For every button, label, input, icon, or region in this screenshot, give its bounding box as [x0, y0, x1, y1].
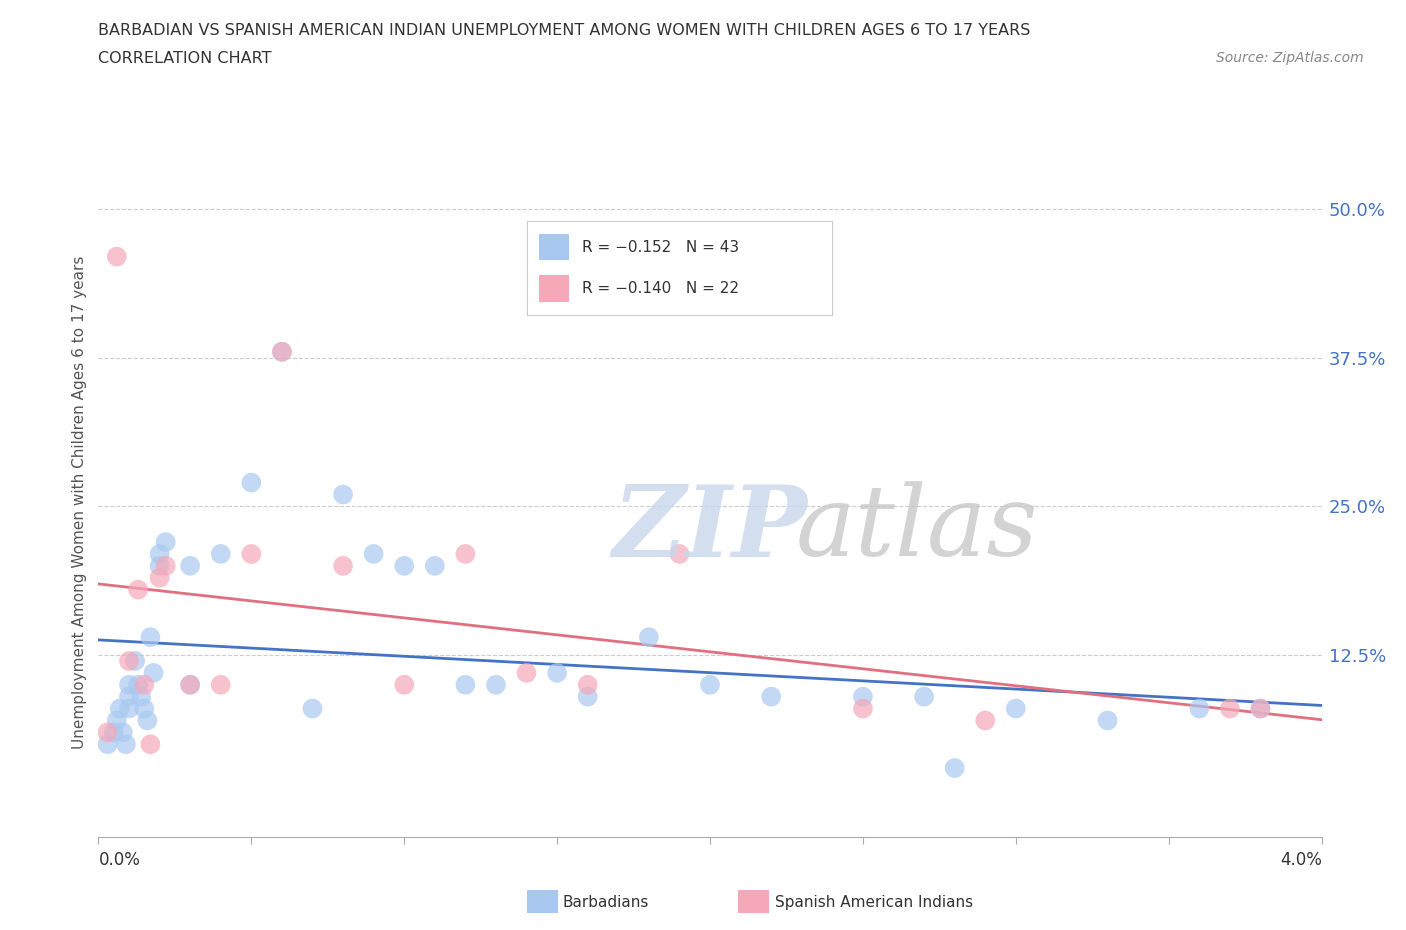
- Point: [240, 547, 263, 562]
- Text: BARBADIAN VS SPANISH AMERICAN INDIAN UNEMPLOYMENT AMONG WOMEN WITH CHILDREN AGES: BARBADIAN VS SPANISH AMERICAN INDIAN UNE…: [98, 23, 1031, 38]
- Point: [759, 689, 782, 704]
- Point: [423, 558, 446, 573]
- Point: [1097, 713, 1119, 728]
- Point: [363, 547, 385, 562]
- Point: [97, 737, 120, 751]
- Point: [149, 570, 172, 585]
- Point: [1249, 701, 1271, 716]
- Point: [240, 475, 263, 490]
- Point: [546, 666, 568, 681]
- Point: [1188, 701, 1211, 716]
- Point: [118, 701, 141, 716]
- Text: R = −0.152   N = 43: R = −0.152 N = 43: [582, 240, 738, 255]
- Point: [516, 666, 538, 681]
- Point: [943, 761, 966, 776]
- Point: [115, 737, 138, 751]
- Point: [699, 677, 721, 692]
- Point: [852, 701, 875, 716]
- Point: [912, 689, 935, 704]
- Point: [392, 558, 416, 573]
- Point: [139, 737, 162, 751]
- Point: [127, 677, 149, 692]
- Point: [576, 689, 599, 704]
- Point: [974, 713, 997, 728]
- Text: Spanish American Indians: Spanish American Indians: [775, 895, 973, 910]
- FancyBboxPatch shape: [538, 275, 569, 301]
- Point: [576, 677, 599, 692]
- Text: Barbadians: Barbadians: [562, 895, 648, 910]
- Text: atlas: atlas: [796, 482, 1039, 577]
- Point: [149, 558, 172, 573]
- Point: [485, 677, 508, 692]
- Point: [332, 558, 354, 573]
- Point: [637, 630, 661, 644]
- Point: [852, 689, 875, 704]
- Point: [105, 249, 128, 264]
- Point: [179, 677, 201, 692]
- FancyBboxPatch shape: [538, 234, 569, 260]
- Point: [209, 677, 232, 692]
- Point: [454, 677, 477, 692]
- Point: [118, 654, 141, 669]
- Point: [118, 677, 141, 692]
- Text: 0.0%: 0.0%: [98, 851, 141, 870]
- Text: ZIP: ZIP: [612, 481, 807, 578]
- Point: [124, 654, 146, 669]
- Point: [1219, 701, 1241, 716]
- Point: [155, 558, 177, 573]
- Point: [1004, 701, 1026, 716]
- Point: [136, 713, 159, 728]
- Point: [301, 701, 323, 716]
- Text: 4.0%: 4.0%: [1279, 851, 1322, 870]
- Point: [111, 724, 134, 739]
- Text: Source: ZipAtlas.com: Source: ZipAtlas.com: [1216, 51, 1364, 65]
- Point: [142, 666, 165, 681]
- Point: [454, 547, 477, 562]
- Point: [149, 547, 172, 562]
- Point: [1249, 701, 1271, 716]
- Point: [332, 487, 354, 502]
- Point: [103, 724, 125, 739]
- Point: [134, 677, 156, 692]
- Text: R = −0.140   N = 22: R = −0.140 N = 22: [582, 281, 738, 296]
- Point: [179, 558, 201, 573]
- Point: [118, 689, 141, 704]
- Point: [105, 713, 128, 728]
- Point: [108, 701, 131, 716]
- Text: CORRELATION CHART: CORRELATION CHART: [98, 51, 271, 66]
- Y-axis label: Unemployment Among Women with Children Ages 6 to 17 years: Unemployment Among Women with Children A…: [72, 256, 87, 749]
- Point: [97, 724, 120, 739]
- Point: [129, 689, 152, 704]
- Point: [179, 677, 201, 692]
- Point: [155, 535, 177, 550]
- Point: [668, 547, 690, 562]
- Point: [134, 701, 156, 716]
- Point: [209, 547, 232, 562]
- Point: [270, 344, 294, 359]
- Point: [139, 630, 162, 644]
- Point: [392, 677, 416, 692]
- Point: [270, 344, 294, 359]
- Point: [127, 582, 149, 597]
